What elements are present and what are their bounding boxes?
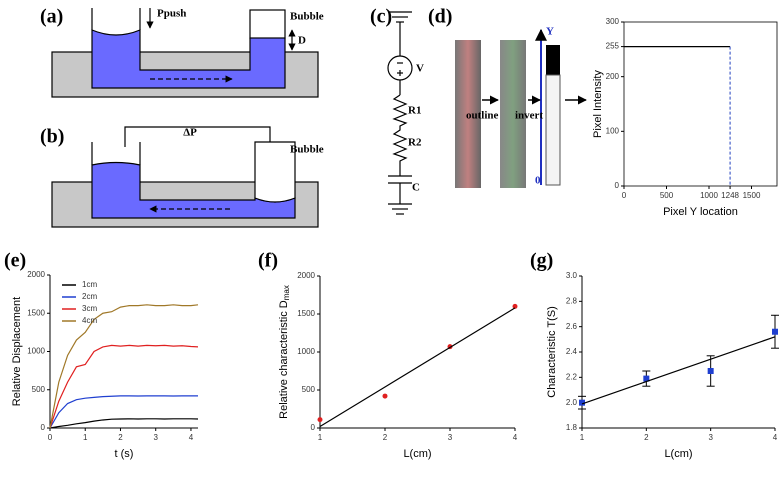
y-tick-label: 0 — [41, 423, 46, 432]
series-line — [581, 336, 776, 405]
capacitor-label: C — [412, 182, 420, 194]
diagram-b — [51, 126, 319, 228]
x-tick-label: 1248 — [721, 191, 739, 200]
y-tick-label: 0 — [615, 181, 620, 190]
series-line — [49, 344, 199, 429]
y-axis-title: Characteristic T(S) — [546, 306, 558, 397]
step-label: invert — [515, 110, 543, 122]
point — [512, 303, 518, 309]
y-axis-title: Pixel Intensity — [592, 70, 604, 138]
plot-frame — [623, 21, 778, 187]
x-tick-label: 2 — [118, 433, 123, 442]
x-tick-label: 3 — [708, 433, 713, 442]
x-tick-label: 3 — [448, 433, 453, 442]
x-tick-label: 1500 — [743, 191, 761, 200]
point — [707, 368, 714, 374]
y-tick-label: 100 — [606, 126, 620, 135]
x-tick-label: 500 — [660, 191, 674, 200]
point — [317, 417, 323, 423]
x-tick-label: 0 — [622, 191, 627, 200]
point — [579, 399, 585, 406]
legend-label: 3cm — [82, 304, 97, 313]
y-tick-label: 1000 — [297, 347, 315, 356]
source-label: V — [416, 63, 424, 75]
y-tick-label: 2.4 — [566, 347, 578, 356]
resistor-label: R2 — [408, 137, 422, 149]
step-label: outline — [466, 110, 499, 122]
x-tick-label: 4 — [189, 433, 194, 442]
depth-label: D — [298, 35, 306, 47]
y-tick-label: 500 — [32, 385, 46, 394]
y-tick-label: 1.8 — [566, 423, 578, 432]
x-tick-label: 2 — [383, 433, 388, 442]
panel-label: (g) — [530, 250, 553, 272]
panel-label: (f) — [258, 250, 278, 272]
y-tick-label: 0 — [311, 423, 316, 432]
y-axis-title: Relative characteristic Dmax — [278, 285, 291, 419]
x-tick-label: 1000 — [700, 191, 718, 200]
pressure-label: ΔP — [183, 127, 197, 139]
panel-label: (d) — [428, 6, 452, 28]
resistor-label: R1 — [408, 105, 421, 117]
x-axis-title: Pixel Y location — [663, 206, 738, 218]
x-axis-title: L(cm) — [664, 448, 692, 460]
x-tick-label: 1 — [318, 433, 323, 442]
diagram-a — [51, 8, 319, 98]
x-axis-title: L(cm) — [403, 448, 431, 460]
y-axis-title-subscript: max — [282, 285, 291, 300]
axis-label: Y — [546, 26, 554, 38]
y-tick-label: 1000 — [27, 347, 45, 356]
y-tick-label: 500 — [302, 385, 316, 394]
image-steps — [455, 28, 587, 188]
series-line — [49, 418, 199, 429]
panel-label: (c) — [370, 6, 392, 28]
y-tick-label: 2000 — [297, 271, 315, 280]
series-line — [49, 395, 198, 429]
y-tick-label: 1500 — [297, 309, 315, 318]
x-tick-label: 1 — [580, 433, 585, 442]
axis-label: 0 — [535, 175, 541, 187]
point — [382, 393, 388, 399]
point — [643, 375, 650, 382]
y-tick-label: 1500 — [27, 308, 45, 317]
legend-label: 4cm — [82, 316, 97, 325]
y-tick-label: 255 — [606, 42, 620, 51]
x-tick-label: 1 — [83, 433, 88, 442]
legend-label: 2cm — [82, 292, 97, 301]
x-tick-label: 2 — [644, 433, 649, 442]
bubble-label: Bubble — [290, 144, 324, 156]
panel-label: (b) — [40, 126, 64, 148]
x-axis-title: t (s) — [115, 448, 134, 460]
push-label: Ppush — [157, 8, 186, 20]
x-tick-label: 0 — [48, 433, 53, 442]
y-tick-label: 3.0 — [566, 271, 578, 280]
series-line — [319, 307, 516, 427]
x-tick-label: 3 — [153, 433, 158, 442]
panel-label: (a) — [40, 6, 63, 28]
y-tick-label: 2.0 — [566, 398, 578, 407]
y-tick-label: 2000 — [27, 270, 45, 279]
x-tick-label: 4 — [773, 433, 778, 442]
y-tick-label: 200 — [606, 72, 620, 81]
y-tick-label: 2.2 — [566, 372, 578, 381]
bubble-label: Bubble — [290, 11, 324, 23]
legend-label: 1cm — [82, 280, 97, 289]
y-tick-label: 2.8 — [566, 296, 578, 305]
series-line — [49, 304, 199, 429]
y-axis-title: Relative Displacement — [11, 297, 23, 406]
point — [772, 328, 778, 335]
y-tick-label: 300 — [606, 17, 620, 26]
circuit — [387, 11, 413, 215]
y-tick-label: 2.6 — [566, 322, 578, 331]
x-tick-label: 4 — [513, 433, 518, 442]
panel-label: (e) — [4, 250, 26, 272]
